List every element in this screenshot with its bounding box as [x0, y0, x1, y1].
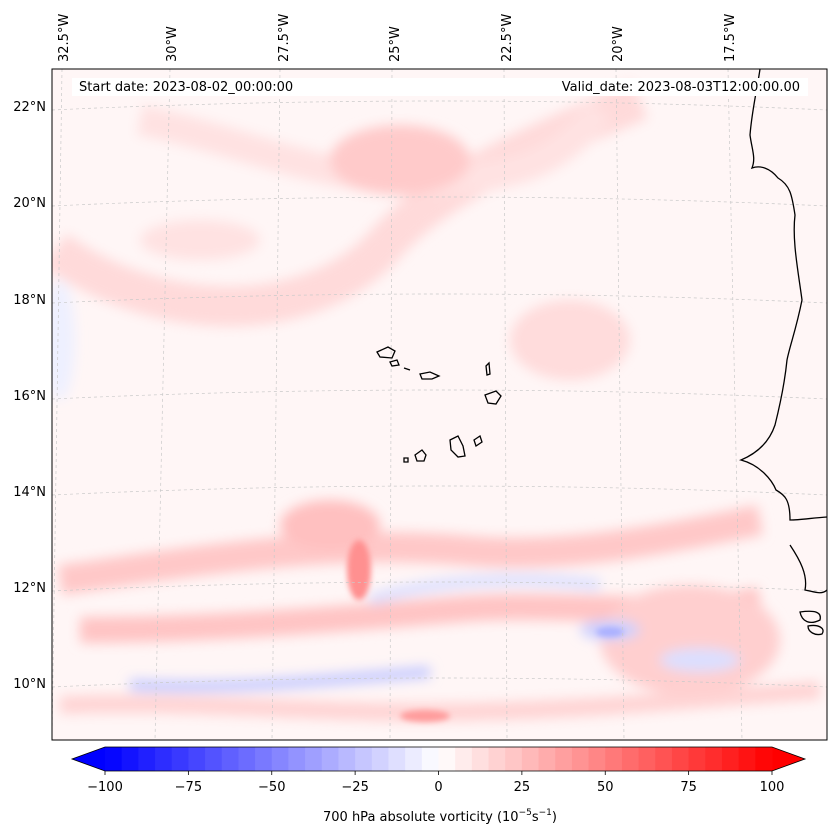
lon-label-25w: 25°W — [388, 26, 403, 62]
lon-label-30w: 30°W — [165, 26, 180, 62]
colorbar-extend-min — [72, 747, 105, 771]
lat-label-14n: 14°N — [13, 485, 46, 500]
colorbar-cell — [571, 747, 590, 771]
lat-label-12n: 12°N — [13, 581, 46, 596]
colorbar-cell — [321, 747, 339, 771]
longitude-labels: 32.5°W 30°W 27.5°W 25°W 22.5°W 20°W 17.5… — [57, 14, 738, 62]
colorbar-cell — [705, 747, 723, 771]
colorbar-cell — [555, 747, 573, 771]
lat-label-22n: 22°N — [13, 100, 46, 115]
date-annotation-box — [72, 78, 808, 96]
colorbar-cell — [505, 747, 523, 771]
colorbar-extend-max — [772, 747, 805, 771]
lat-label-20n: 20°N — [13, 196, 46, 211]
map-panel: Start date: 2023-08-02_00:00:00 Valid_da… — [51, 68, 828, 741]
colorbar-tick-label: −25 — [341, 780, 368, 795]
colorbar-cell — [721, 747, 740, 771]
gridlines — [52, 69, 827, 740]
colorbar-cell — [355, 747, 373, 771]
lon-label-32-5w: 32.5°W — [57, 14, 72, 62]
colorbar-cell — [238, 747, 256, 771]
colorbar-cell — [621, 747, 640, 771]
valid-date-label: Valid_date: 2023-08-03T12:00:00.00 — [562, 80, 800, 95]
colorbar-tick-label: 25 — [514, 780, 531, 795]
coastline — [738, 69, 827, 636]
colorbar-cell — [388, 747, 406, 771]
colorbar-cell — [438, 747, 456, 771]
islands — [376, 346, 502, 463]
colorbar-cell — [138, 747, 156, 771]
colorbar-ticks: −100 −75 −50 −25 0 25 50 75 100 — [87, 771, 784, 795]
colorbar-label: 700 hPa absolute vorticity (10−5s−1) — [323, 808, 557, 825]
colorbar-cell — [155, 747, 173, 771]
colorbar-cell — [488, 747, 506, 771]
colorbar-cell — [738, 747, 756, 771]
colorbar-cell — [688, 747, 706, 771]
lon-label-22-5w: 22.5°W — [500, 14, 515, 62]
colorbar-cell — [221, 747, 239, 771]
colorbar-cell — [188, 747, 206, 771]
lon-label-27-5w: 27.5°W — [277, 14, 292, 62]
colorbar-cell — [605, 747, 623, 771]
colorbar-cell — [405, 747, 423, 771]
colorbar-cell — [305, 747, 323, 771]
start-date-label: Start date: 2023-08-02_00:00:00 — [79, 80, 293, 95]
colorbar-tick-label: 100 — [760, 780, 785, 795]
colorbar-cell — [121, 747, 139, 771]
colorbar-cell — [371, 747, 389, 771]
map-frame — [51, 68, 828, 741]
colorbar-tick-label: −75 — [175, 780, 202, 795]
colorbar-cell — [755, 747, 773, 771]
colorbar-cell — [271, 747, 289, 771]
lat-label-18n: 18°N — [13, 293, 46, 308]
colorbar-cell — [521, 747, 540, 771]
colorbar-cell — [171, 747, 189, 771]
colorbar-cell — [655, 747, 673, 771]
colorbar-cell — [205, 747, 223, 771]
colorbar-cell — [255, 747, 273, 771]
colorbar-tick-label: 0 — [434, 780, 442, 795]
colorbar-cells — [72, 747, 805, 771]
lat-label-10n: 10°N — [13, 677, 46, 692]
lon-label-20w: 20°W — [611, 26, 626, 62]
colorbar-cell — [288, 747, 306, 771]
colorbar-cell — [471, 747, 490, 771]
colorbar-cell — [671, 747, 690, 771]
colorbar-tick-label: −50 — [258, 780, 285, 795]
latitude-labels: 22°N 20°N 18°N 16°N 14°N 12°N 10°N — [13, 100, 46, 692]
colorbar-cell — [105, 747, 123, 771]
colorbar-cell — [638, 747, 656, 771]
colorbar-cell — [338, 747, 356, 771]
colorbar-cell — [588, 747, 606, 771]
colorbar-cell — [455, 747, 473, 771]
colorbar-tick-label: 50 — [597, 780, 614, 795]
lat-label-16n: 16°N — [13, 389, 46, 404]
lon-label-17-5w: 17.5°W — [723, 14, 738, 62]
colorbar: −100 −75 −50 −25 0 25 50 75 100 700 hPa absolute… — [70, 746, 807, 825]
colorbar-cell — [538, 747, 556, 771]
vorticity-field — [52, 69, 827, 740]
colorbar-cell — [421, 747, 439, 771]
colorbar-tick-label: 75 — [680, 780, 697, 795]
colorbar-tick-label: −100 — [87, 780, 123, 795]
